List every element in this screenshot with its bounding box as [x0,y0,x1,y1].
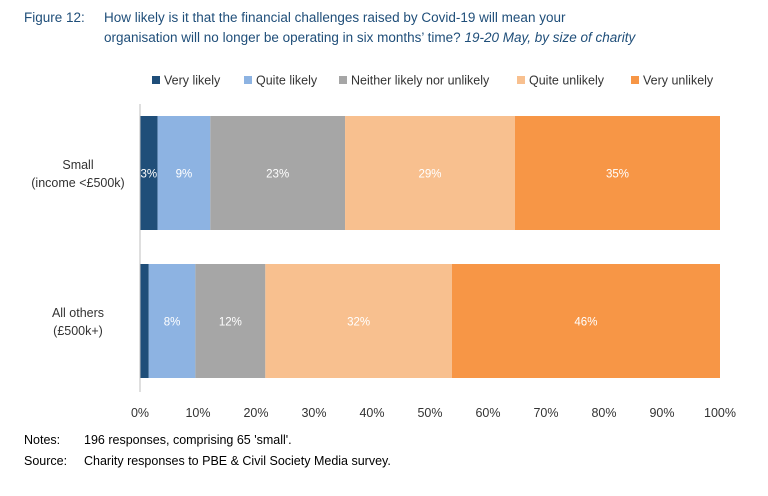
x-tick-label: 40% [359,406,384,420]
source-key: Source: [24,454,68,468]
legend-label: Neither likely nor unlikely [351,74,490,88]
x-tick-label: 100% [704,406,736,420]
legend-label: Very unlikely [643,74,714,88]
title-line-1: How likely is it that the financial chal… [104,10,566,25]
notes-block: Notes: 196 responses, comprising 65 'smal… [24,430,391,472]
x-tick-label: 30% [301,406,326,420]
figure-label: Figure 12: [24,10,85,25]
notes-key: Notes: [24,433,61,447]
bar-segment [157,116,211,230]
legend-label: Quite unlikely [529,74,605,88]
x-tick-label: 50% [417,406,442,420]
data-label: 9% [176,169,193,181]
legend-swatch [631,76,639,84]
category-label: Small [62,158,93,172]
bar-segment [195,264,266,378]
legend-swatch [152,76,160,84]
figure-subtitle: 19-20 May, by size of charity [464,30,636,45]
x-tick-label: 20% [243,406,268,420]
data-label: 8% [164,317,181,329]
data-label: 29% [418,169,441,181]
data-label: 12% [219,317,242,329]
title-line-2: organisation will no longer be operating… [104,30,461,45]
x-tick-label: 80% [591,406,616,420]
legend-swatch [339,76,347,84]
figure-title: Figure 12: How likely is it that the fina… [24,8,759,48]
bar-segment [210,116,346,230]
category-label: All others [52,306,104,320]
source-text: Charity responses to PBE & Civil Society… [84,454,391,468]
category-label: (£500k+) [53,324,103,338]
legend-swatch [244,76,252,84]
data-label: 35% [606,169,629,181]
x-tick-label: 10% [185,406,210,420]
x-tick-label: 90% [649,406,674,420]
x-tick-label: 70% [533,406,558,420]
x-tick-label: 60% [475,406,500,420]
x-tick-label: 0% [131,406,149,420]
bar-segment [265,264,452,378]
category-label: (income <£500k) [31,176,124,190]
bar-segment [451,264,720,378]
data-label: 3% [140,169,157,181]
data-label: 46% [574,317,597,329]
notes-text: 196 responses, comprising 65 'small'. [84,433,292,447]
bar-segment [345,116,515,230]
bar-segment [140,116,158,230]
legend-swatch [517,76,525,84]
legend-label: Quite likely [256,74,318,88]
stacked-bar-chart: Very likely Quite likely Neither likely no… [31,74,736,421]
legend-label: Very likely [164,74,221,88]
data-label: 32% [347,317,370,329]
bar-segment [514,116,720,230]
data-label: 23% [266,169,289,181]
bar-segment [148,264,196,378]
bar-segment [140,264,149,378]
